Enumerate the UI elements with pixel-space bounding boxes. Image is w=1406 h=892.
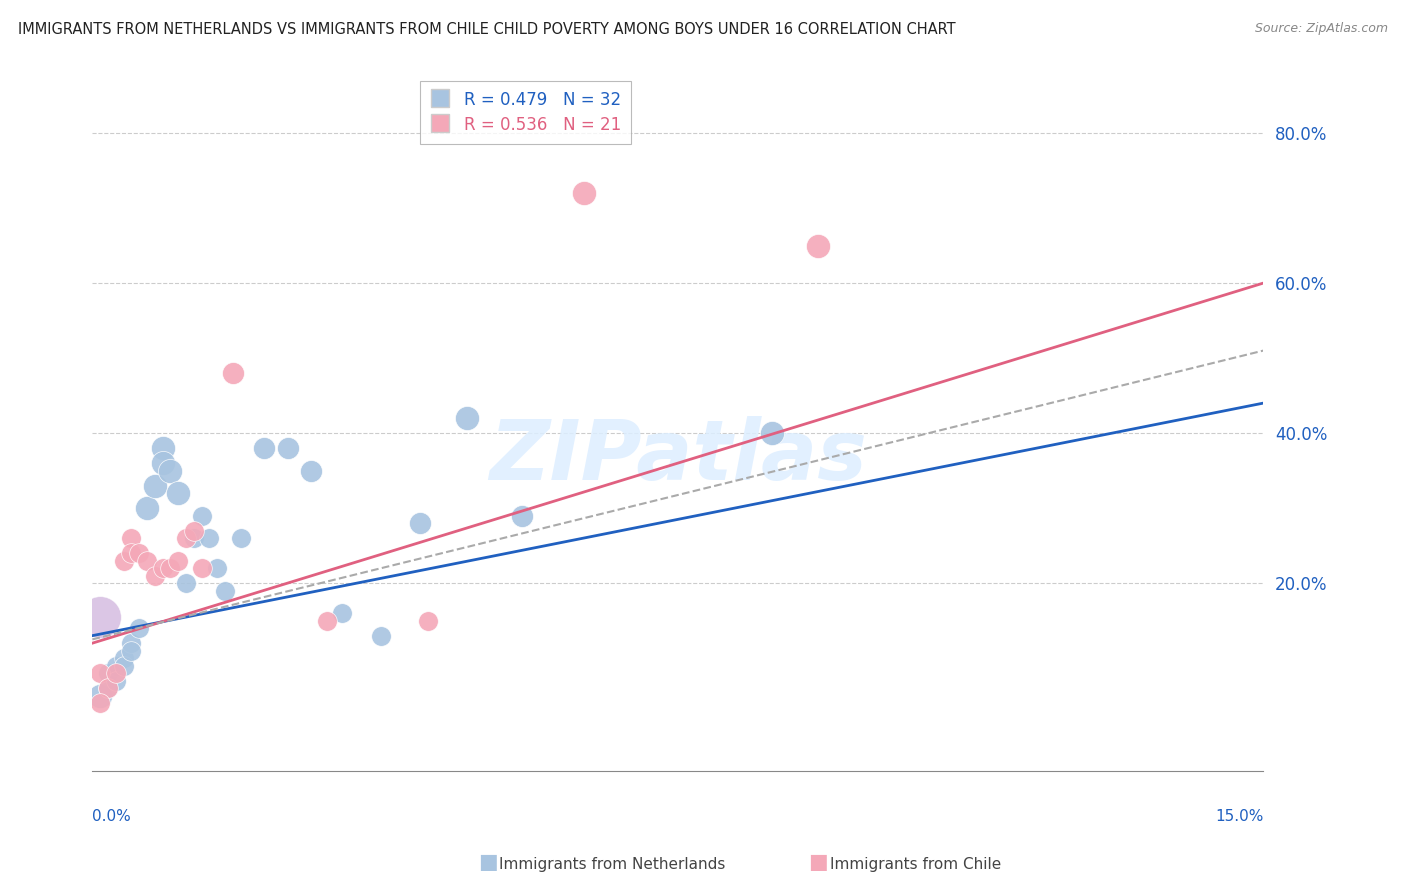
Point (174, 576, 197, 591)
Point (183, 524, 205, 538)
Text: ■: ■ (808, 853, 828, 872)
Point (183, 531, 205, 545)
Point (89, 696, 111, 710)
Point (253, 441, 276, 455)
Point (222, 366, 245, 380)
Point (510, 508, 533, 523)
Point (152, 441, 174, 455)
Point (159, 561, 181, 575)
Point (143, 568, 166, 582)
Point (97, 666, 120, 681)
Text: 15.0%: 15.0% (1215, 809, 1264, 824)
Point (167, 554, 190, 568)
Text: ZIPatlas: ZIPatlas (489, 417, 868, 497)
Point (112, 658, 135, 673)
Point (807, 238, 830, 252)
Point (761, 426, 783, 441)
Point (89, 666, 111, 681)
Point (315, 614, 337, 628)
Text: ■: ■ (478, 853, 498, 872)
Point (152, 561, 174, 575)
Point (97, 681, 120, 695)
Point (120, 643, 142, 657)
Point (128, 546, 150, 560)
Point (104, 673, 127, 688)
Point (456, 411, 478, 425)
Text: Immigrants from Netherlands: Immigrants from Netherlands (499, 857, 725, 872)
Point (136, 501, 159, 516)
Point (159, 464, 181, 478)
Point (416, 614, 439, 628)
Legend: R = 0.479   N = 32, R = 0.536   N = 21: R = 0.479 N = 32, R = 0.536 N = 21 (420, 81, 631, 145)
Text: Source: ZipAtlas.com: Source: ZipAtlas.com (1254, 22, 1388, 36)
Point (174, 531, 197, 545)
Point (112, 651, 135, 665)
Point (136, 554, 159, 568)
Point (299, 464, 322, 478)
Point (229, 531, 252, 545)
Point (207, 561, 229, 575)
Point (190, 561, 212, 575)
Text: IMMIGRANTS FROM NETHERLANDS VS IMMIGRANTS FROM CHILE CHILD POVERTY AMONG BOYS UN: IMMIGRANTS FROM NETHERLANDS VS IMMIGRANT… (18, 22, 956, 37)
Point (330, 606, 353, 620)
Point (572, 186, 595, 200)
Point (89, 610, 111, 624)
Point (128, 621, 150, 635)
Point (167, 486, 190, 500)
Point (120, 636, 142, 650)
Point (190, 508, 212, 523)
Point (104, 666, 127, 681)
Point (120, 546, 142, 560)
Point (214, 583, 236, 598)
Point (112, 554, 135, 568)
Text: Immigrants from Chile: Immigrants from Chile (830, 857, 1001, 872)
Point (143, 478, 166, 492)
Point (89, 689, 111, 703)
Point (198, 531, 221, 545)
Point (120, 531, 142, 545)
Point (97, 681, 120, 695)
Point (152, 456, 174, 470)
Text: 0.0%: 0.0% (93, 809, 131, 824)
Point (104, 658, 127, 673)
Point (276, 441, 298, 455)
Point (409, 516, 432, 530)
Point (370, 629, 392, 643)
